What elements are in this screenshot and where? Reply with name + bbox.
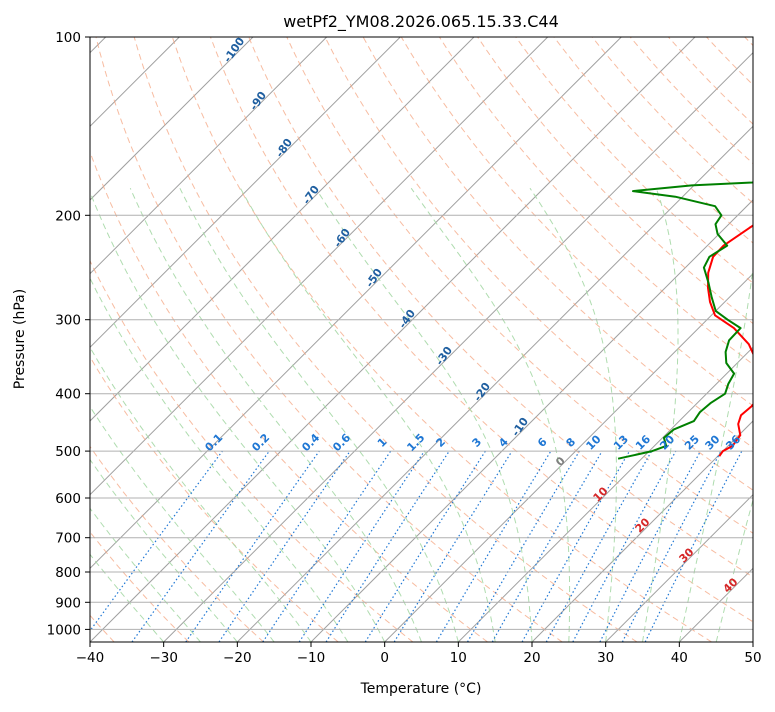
x-tick-label: −20 — [223, 650, 252, 666]
y-tick-label: 900 — [55, 595, 81, 611]
x-axis-label: Temperature (°C) — [360, 681, 482, 697]
x-tick-label: −30 — [149, 650, 178, 666]
y-tick-label: 500 — [55, 444, 81, 460]
y-tick-label: 400 — [55, 387, 81, 403]
x-tick-label: 50 — [744, 650, 761, 666]
chart-title: wetPf2_YM08.2026.065.15.33.C44 — [283, 12, 559, 32]
x-tick-label: 30 — [597, 650, 614, 666]
y-tick-label: 300 — [55, 313, 81, 329]
y-tick-label: 200 — [55, 208, 81, 224]
y-tick-label: 100 — [55, 30, 81, 46]
y-tick-label: 800 — [55, 565, 81, 581]
x-tick-label: −10 — [297, 650, 326, 666]
x-tick-label: 0 — [380, 650, 389, 666]
x-tick-label: 40 — [671, 650, 688, 666]
y-tick-label: 600 — [55, 491, 81, 507]
x-tick-label: 10 — [450, 650, 467, 666]
y-tick-label: 700 — [55, 531, 81, 547]
y-axis-label: Pressure (hPa) — [12, 289, 28, 389]
x-tick-label: 20 — [523, 650, 540, 666]
y-tick-label: 1000 — [47, 622, 81, 638]
x-tick-label: −40 — [76, 650, 105, 666]
